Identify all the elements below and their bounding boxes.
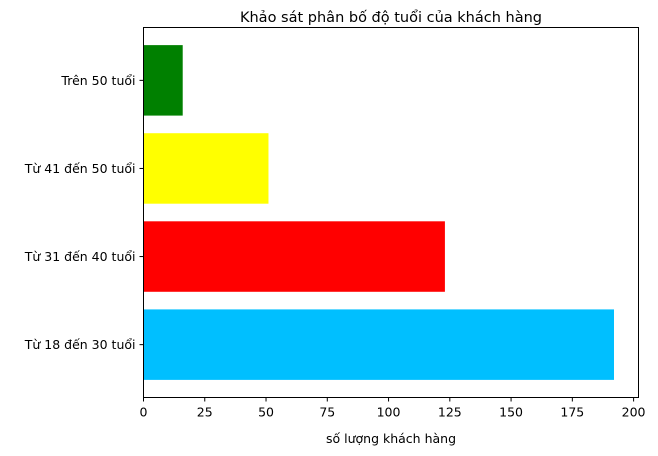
plot-frame [143,27,639,398]
x-tick-label: 200 [622,405,646,420]
y-tick-label: Từ 18 đến 30 tuổi [24,337,136,352]
x-tick-label: 0 [140,405,148,420]
x-tick-label: 125 [438,405,462,420]
chart-title: Khảo sát phân bố độ tuổi của khách hàng [240,9,542,26]
x-axis: 0 25 50 75 100 125 150 175 200 [140,397,646,420]
y-axis: Từ 18 đến 30 tuổi Từ 31 đến 40 tuổi Từ 41 … [24,73,144,352]
x-tick-label: 75 [319,405,335,420]
x-axis-label: số lượng khách hàng [326,431,456,446]
x-tick-label: 25 [197,405,213,420]
bar-1 [143,309,614,380]
x-tick-label: 50 [258,405,274,420]
bar-3 [143,133,269,204]
bar-2 [143,221,445,292]
bars-group [143,45,614,380]
bar-4 [143,45,183,116]
x-tick-label: 150 [499,405,523,420]
x-tick-label: 175 [560,405,584,420]
y-tick-label: Từ 31 đến 40 tuổi [24,249,136,264]
x-tick-label: 100 [377,405,401,420]
y-tick-label: Trên 50 tuổi [60,73,135,88]
y-tick-label: Từ 41 đến 50 tuổi [24,161,136,176]
